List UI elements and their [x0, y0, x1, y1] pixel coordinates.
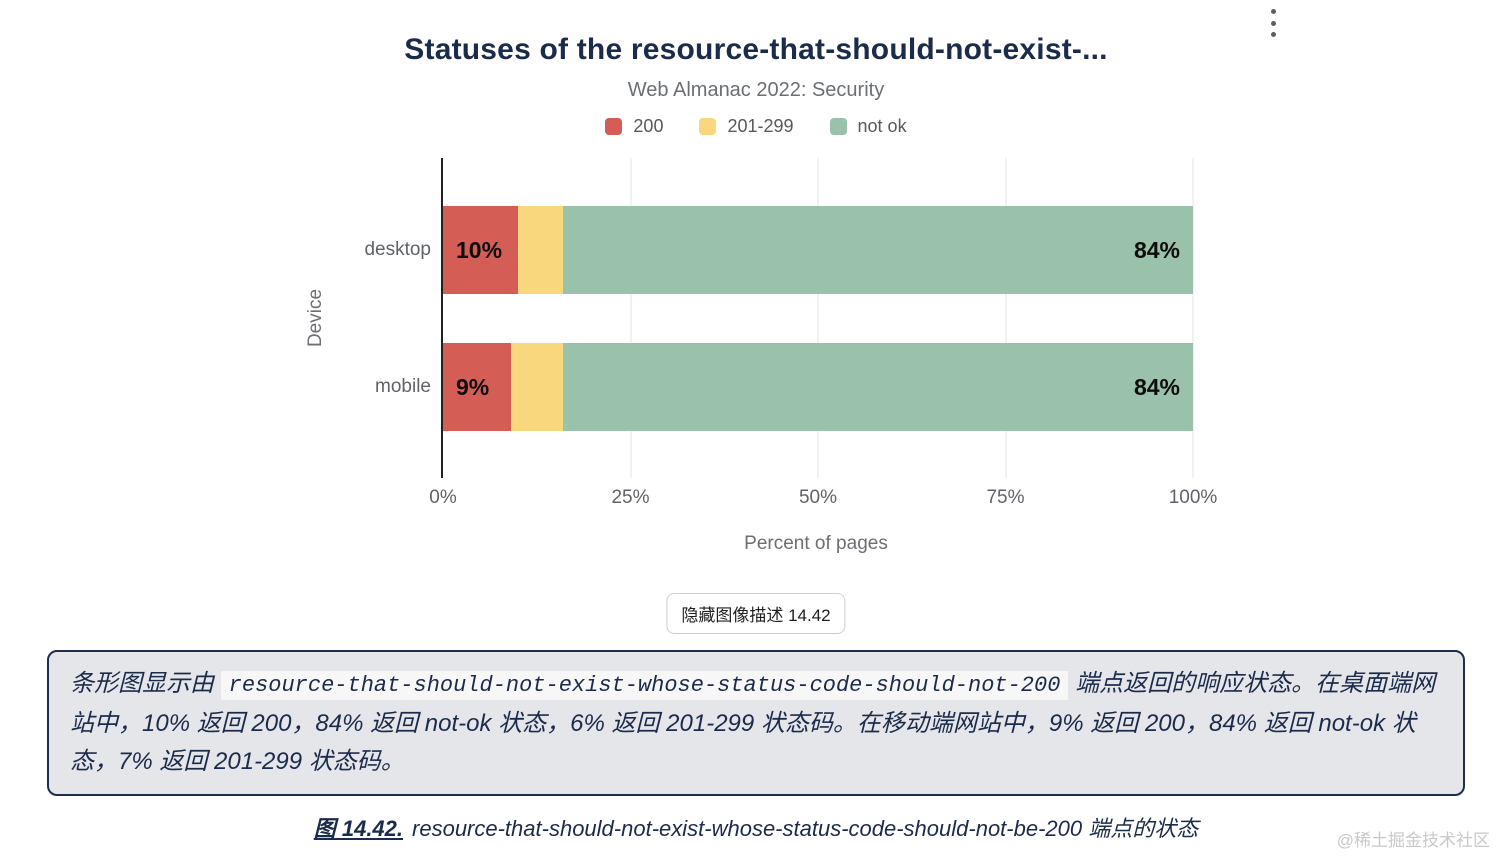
legend-item-201-299[interactable]: 201-299	[699, 116, 794, 137]
x-tick-label: 50%	[798, 487, 838, 508]
bar-segment-desktop-not-ok[interactable]: 84%	[563, 206, 1193, 294]
legend-swatch-icon	[829, 118, 847, 135]
plot-area: 0% 25% 50% 75% 100% 10% 84% desktop 9% 84% mobile	[364, 158, 1217, 508]
x-tick-label: 25%	[611, 487, 650, 508]
y-category-label-mobile: mobile	[375, 376, 431, 397]
chart-legend: 200 201-299 not ok	[0, 116, 1512, 137]
legend-item-label: not ok	[857, 116, 907, 136]
hide-image-description-button[interactable]: 隐藏图像描述 14.42	[666, 593, 846, 634]
bar-value-label: 10%	[456, 236, 503, 263]
chart-title: Statuses of the resource-that-should-not…	[404, 33, 1108, 66]
y-category-label-desktop: desktop	[364, 239, 431, 260]
x-tick-label: 0%	[429, 487, 457, 508]
gridline	[1192, 158, 1194, 478]
legend-item-label: 201-299	[727, 116, 794, 136]
bar-segment-mobile-200[interactable]: 9%	[443, 343, 511, 431]
gridline	[630, 158, 631, 478]
legend-item-label: 200	[633, 116, 664, 136]
bar-segment-desktop-201-299[interactable]	[518, 206, 563, 294]
bar-value-label: 84%	[1133, 236, 1180, 263]
bar-value-label: 84%	[1133, 373, 1180, 400]
legend-swatch-icon	[699, 118, 717, 135]
figure-caption-text: resource-that-should-not-exist-whose-sta…	[412, 816, 1199, 841]
description-code-span: resource-that-should-not-exist-whose-sta…	[220, 671, 1069, 700]
gridline	[1005, 158, 1006, 478]
legend-item-200[interactable]: 200	[605, 116, 663, 137]
description-text-prefix: 条形图显示由	[70, 670, 221, 697]
legend-item-not-ok[interactable]: not ok	[829, 116, 907, 137]
figure-number-label: 图 14.42.	[313, 816, 404, 841]
legend-swatch-icon	[605, 118, 623, 135]
figure-caption: 图 14.42. resource-that-should-not-exist-w…	[0, 811, 1512, 843]
x-axis-title: Percent of pages	[744, 533, 888, 554]
watermark-text: @稀土掘金技术社区	[1336, 831, 1490, 850]
y-axis-title: Device	[305, 288, 326, 348]
bar-value-label: 9%	[456, 373, 490, 400]
bar-segment-mobile-201-299[interactable]	[510, 343, 563, 431]
image-description-box: 条形图显示由 resource-that-should-not-exist-wh…	[47, 650, 1465, 796]
bar-row-desktop: 10% 84%	[443, 206, 1193, 294]
kebab-dot-icon	[1270, 9, 1276, 14]
bar-segment-mobile-not-ok[interactable]: 84%	[563, 343, 1193, 431]
gridline	[817, 158, 819, 478]
chart-subtitle: Web Almanac 2022: Security	[627, 79, 885, 101]
more-options-button[interactable]	[1265, 7, 1281, 39]
x-tick-label: 100%	[1168, 487, 1218, 508]
bar-row-mobile: 9% 84%	[443, 343, 1193, 431]
x-tick-label: 75%	[986, 487, 1025, 508]
kebab-dot-icon	[1270, 32, 1276, 37]
bar-segment-desktop-200[interactable]: 10%	[443, 206, 518, 294]
description-text-suffix: 端点返回的响应状态。在桌面端网站中，10% 返回 200，84% 返回 not-…	[70, 670, 1436, 775]
kebab-dot-icon	[1270, 20, 1276, 26]
